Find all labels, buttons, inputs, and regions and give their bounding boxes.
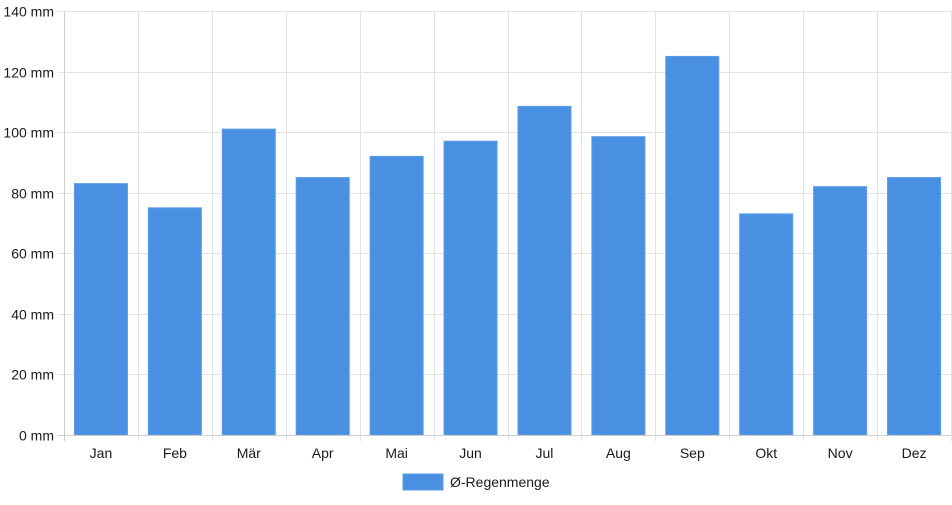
bar[interactable] (443, 140, 498, 436)
x-tick-label: Jul (536, 445, 554, 461)
x-tick-label: Nov (828, 445, 853, 461)
bar[interactable] (517, 105, 572, 436)
x-tick-label: Mär (237, 445, 261, 461)
y-tick-label: 80 mm (11, 186, 54, 202)
bar[interactable] (147, 207, 202, 436)
y-tick-label: 120 mm (3, 65, 54, 81)
bar[interactable] (813, 186, 868, 436)
x-tick-label: Dez (902, 445, 927, 461)
x-tick-label: Feb (163, 445, 187, 461)
bar[interactable] (591, 136, 646, 436)
grid-lines (58, 11, 952, 441)
y-tick-label: 40 mm (11, 307, 54, 323)
bar[interactable] (739, 213, 794, 436)
y-tick-label: 20 mm (11, 367, 54, 383)
axes: 0 mm 20 mm 40 mm 60 mm 80 mm 100 mm 120 mm 140 … (3, 4, 951, 461)
bar[interactable] (369, 155, 424, 436)
x-tick-label: Aug (606, 445, 631, 461)
bar[interactable] (73, 183, 128, 436)
x-tick-label: Apr (312, 445, 334, 461)
y-tick-label: 0 mm (19, 428, 54, 444)
bar[interactable] (887, 177, 942, 436)
legend-swatch (402, 473, 444, 491)
x-tick-label: Sep (680, 445, 705, 461)
y-tick-label: 60 mm (11, 246, 54, 262)
legend: Ø-Regenmenge (402, 473, 550, 491)
y-tick-label: 140 mm (3, 4, 54, 20)
legend-label: Ø-Regenmenge (450, 474, 550, 490)
x-tick-label: Okt (755, 445, 777, 461)
y-tick-label: 100 mm (3, 125, 54, 141)
x-tick-label: Jan (90, 445, 113, 461)
x-tick-label: Mai (385, 445, 408, 461)
bars (73, 55, 942, 436)
bar[interactable] (221, 128, 276, 436)
bar[interactable] (295, 177, 350, 436)
x-tick-label: Jun (459, 445, 482, 461)
bar[interactable] (665, 55, 720, 436)
